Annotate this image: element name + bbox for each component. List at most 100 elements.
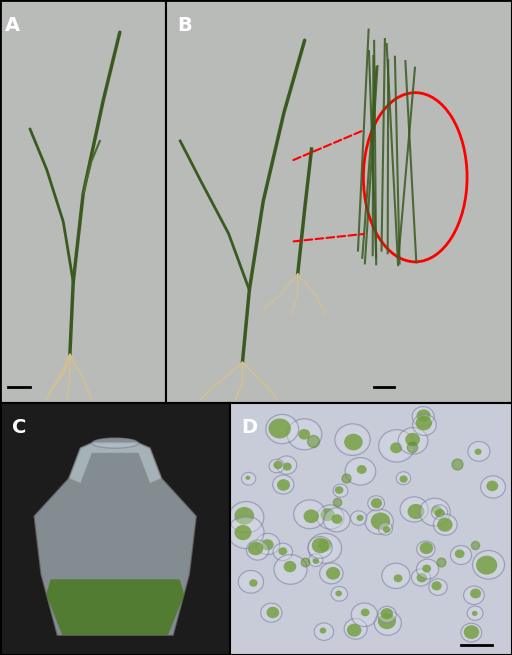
Circle shape: [394, 574, 402, 582]
Circle shape: [380, 608, 393, 619]
Circle shape: [351, 512, 366, 525]
Circle shape: [412, 570, 430, 585]
Circle shape: [405, 433, 420, 446]
Circle shape: [234, 507, 254, 525]
Circle shape: [270, 460, 284, 472]
Circle shape: [336, 425, 369, 454]
Circle shape: [469, 442, 489, 460]
Circle shape: [367, 510, 392, 533]
Circle shape: [452, 546, 471, 563]
Circle shape: [248, 541, 268, 559]
Circle shape: [248, 542, 263, 555]
Point: [301, 557, 309, 567]
Circle shape: [470, 589, 481, 599]
Circle shape: [432, 581, 442, 590]
Circle shape: [430, 580, 446, 595]
Circle shape: [371, 498, 382, 508]
Circle shape: [261, 539, 274, 550]
Text: A: A: [5, 16, 20, 35]
Circle shape: [273, 461, 283, 469]
Circle shape: [334, 485, 347, 496]
Circle shape: [369, 496, 383, 510]
Circle shape: [486, 481, 498, 491]
Circle shape: [401, 498, 427, 521]
Circle shape: [242, 473, 255, 485]
Circle shape: [325, 509, 349, 531]
Circle shape: [416, 409, 431, 422]
Circle shape: [380, 431, 413, 460]
Circle shape: [378, 613, 396, 629]
Circle shape: [309, 538, 331, 557]
Circle shape: [417, 573, 427, 582]
Circle shape: [312, 558, 319, 564]
Circle shape: [435, 509, 445, 518]
Circle shape: [304, 510, 319, 523]
Circle shape: [289, 421, 320, 448]
Circle shape: [318, 506, 343, 528]
Polygon shape: [35, 443, 196, 635]
Circle shape: [295, 501, 324, 527]
Circle shape: [376, 612, 400, 634]
Circle shape: [298, 429, 310, 440]
Polygon shape: [69, 443, 161, 483]
Circle shape: [249, 579, 258, 587]
Circle shape: [335, 486, 344, 494]
Circle shape: [283, 462, 292, 470]
Circle shape: [321, 564, 342, 583]
Circle shape: [234, 525, 251, 540]
Circle shape: [414, 415, 435, 434]
Circle shape: [279, 548, 287, 555]
Circle shape: [408, 504, 424, 519]
Circle shape: [326, 567, 340, 580]
Circle shape: [266, 607, 279, 618]
Circle shape: [229, 517, 262, 547]
Circle shape: [347, 624, 361, 637]
Circle shape: [345, 620, 366, 638]
Circle shape: [435, 515, 456, 534]
Circle shape: [309, 554, 322, 566]
Circle shape: [482, 477, 504, 497]
Circle shape: [352, 604, 376, 626]
Point: [437, 557, 445, 567]
Circle shape: [321, 508, 335, 521]
Circle shape: [371, 512, 390, 530]
Point: [471, 539, 479, 550]
Circle shape: [277, 479, 290, 491]
Circle shape: [275, 556, 306, 583]
Ellipse shape: [92, 438, 138, 448]
Circle shape: [278, 457, 296, 474]
Circle shape: [268, 419, 291, 438]
Point: [333, 496, 341, 507]
Text: B: B: [177, 16, 191, 35]
Circle shape: [230, 503, 262, 531]
Circle shape: [464, 587, 483, 604]
Circle shape: [240, 572, 262, 592]
Circle shape: [357, 465, 367, 474]
Circle shape: [421, 500, 449, 525]
Circle shape: [462, 624, 481, 641]
Circle shape: [455, 550, 464, 558]
Circle shape: [356, 515, 364, 521]
Text: C: C: [12, 418, 26, 437]
Circle shape: [245, 476, 250, 480]
Circle shape: [318, 539, 332, 552]
Circle shape: [274, 476, 293, 493]
Circle shape: [344, 434, 362, 451]
Circle shape: [472, 611, 478, 616]
Circle shape: [474, 552, 503, 578]
Circle shape: [383, 526, 390, 533]
Circle shape: [437, 518, 453, 532]
Circle shape: [420, 542, 433, 554]
Circle shape: [315, 624, 333, 639]
Circle shape: [383, 565, 409, 588]
Circle shape: [399, 429, 426, 453]
Circle shape: [399, 476, 408, 483]
Circle shape: [475, 449, 482, 455]
Circle shape: [361, 608, 370, 616]
Circle shape: [332, 514, 343, 524]
Circle shape: [422, 565, 431, 572]
Circle shape: [416, 416, 432, 430]
Text: D: D: [242, 418, 258, 437]
Circle shape: [335, 590, 342, 597]
Circle shape: [476, 555, 497, 574]
